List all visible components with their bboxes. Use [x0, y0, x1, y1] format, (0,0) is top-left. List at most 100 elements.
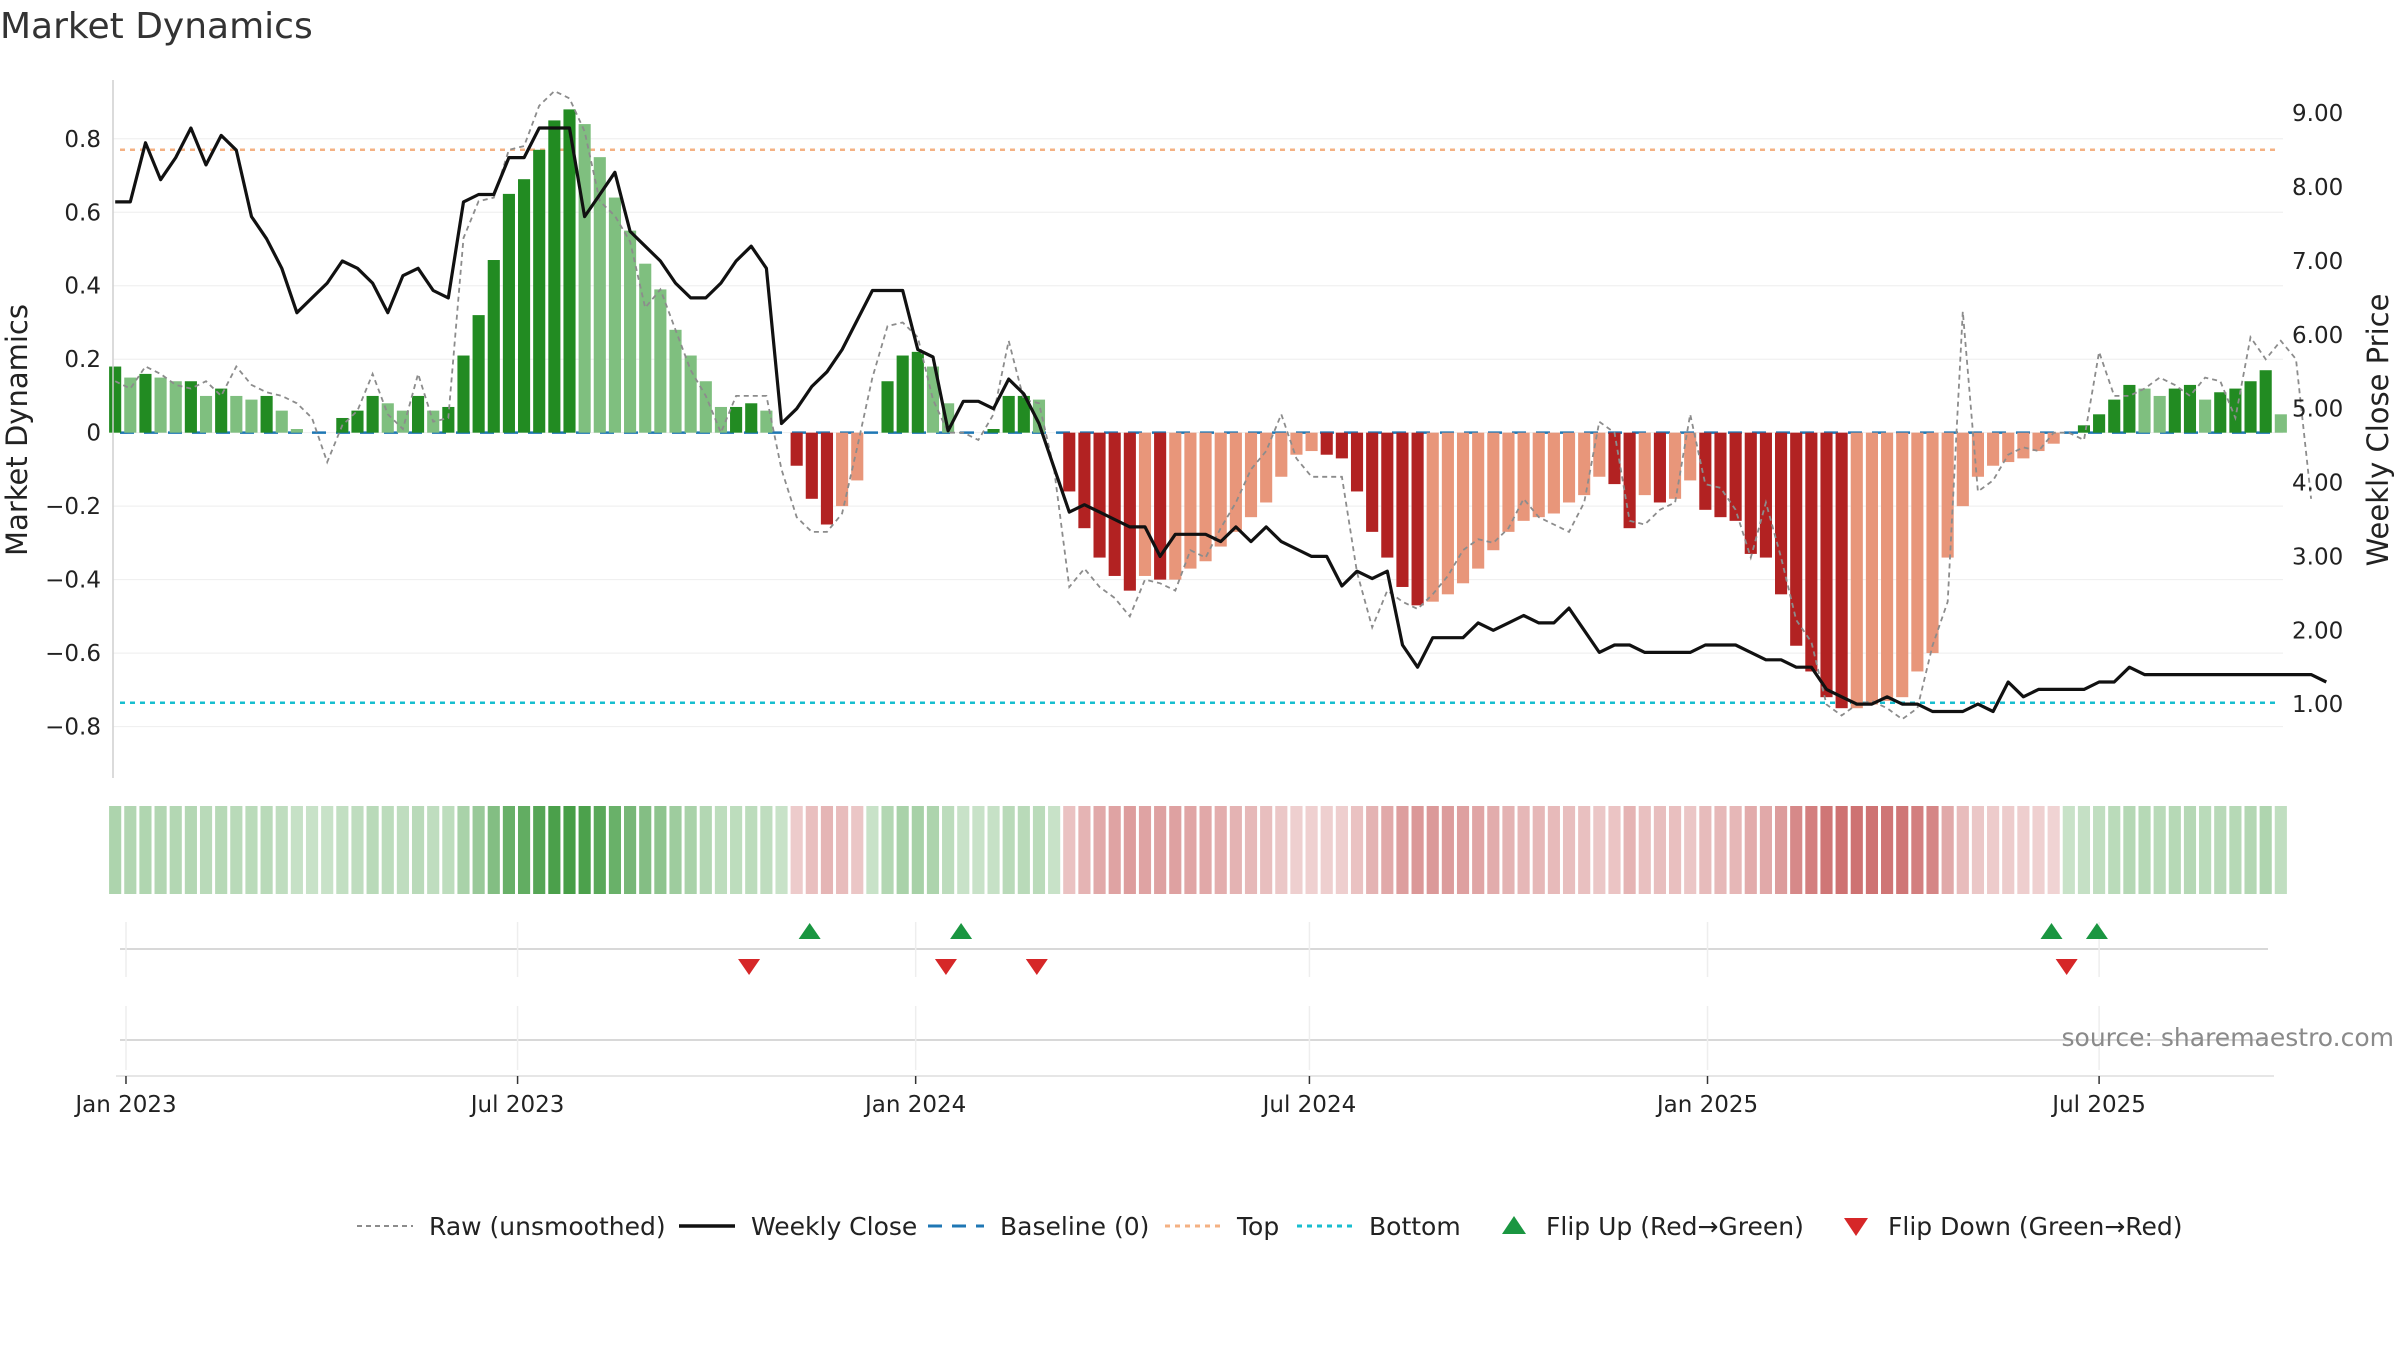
dynamics-bar — [154, 377, 167, 433]
dynamics-bar — [1138, 432, 1152, 576]
y-left-tick-label: 0 — [86, 421, 101, 447]
y-axis-left-label: Market Dynamics — [0, 304, 34, 556]
regime-cell — [624, 806, 637, 894]
regime-strip — [109, 806, 2287, 894]
dynamics-bar — [1184, 432, 1197, 569]
dynamics-bar — [699, 381, 712, 433]
regime-cell — [1608, 806, 1621, 894]
regime-cell — [699, 806, 712, 894]
regime-cell — [1774, 806, 1788, 894]
x-tick-label: Jul 2024 — [1261, 1092, 1357, 1118]
regime-cell — [1320, 806, 1333, 894]
regime-cell — [1956, 806, 1969, 894]
regime-cell — [457, 806, 470, 894]
regime-cell — [1532, 806, 1545, 894]
regime-cell — [139, 806, 152, 894]
regime-cell — [1668, 806, 1682, 894]
dynamics-bar — [1154, 432, 1167, 580]
dynamics-bar — [820, 432, 834, 525]
regime-cell — [790, 806, 803, 894]
regime-cell — [2093, 806, 2106, 894]
dynamics-bar — [1093, 432, 1106, 558]
regime-cell — [533, 806, 546, 894]
dynamics-bar — [1502, 432, 1515, 532]
regime-cell — [1623, 806, 1636, 894]
regime-cell — [199, 806, 213, 894]
regime-cell — [669, 806, 682, 894]
regime-cell — [215, 806, 228, 894]
y-right-tick-label: 3.00 — [2292, 544, 2343, 570]
regime-cell — [684, 806, 697, 894]
regime-cell — [714, 806, 728, 894]
dynamics-bar — [1835, 432, 1848, 709]
regime-cell — [230, 806, 243, 894]
dynamics-bar — [593, 157, 606, 433]
regime-cell — [154, 806, 167, 894]
regime-cell — [1169, 806, 1182, 894]
regime-cell — [1154, 806, 1167, 894]
legend-item-bottom: Bottom — [1297, 1212, 1461, 1241]
dynamics-bar — [533, 149, 546, 433]
dynamics-bar — [215, 388, 228, 433]
dynamics-bar — [1335, 432, 1348, 459]
regime-cell — [1684, 806, 1697, 894]
y-left-tick-label: 0.2 — [64, 347, 101, 373]
dynamics-bar — [1032, 399, 1046, 433]
regime-cell — [336, 806, 349, 894]
y-axis-right-label: Weekly Close Price — [2361, 294, 2395, 567]
regime-cell — [1517, 806, 1530, 894]
regime-cell — [2077, 806, 2091, 894]
dynamics-bars — [109, 109, 2287, 709]
legend-item-top: Top — [1165, 1212, 1279, 1241]
dynamics-bar — [1623, 432, 1636, 529]
regime-cell — [351, 806, 364, 894]
dynamics-bar — [911, 351, 924, 433]
dynamics-bar — [1956, 432, 1969, 507]
weekly-close-line — [115, 126, 2328, 714]
legend-item-close: Weekly Close — [679, 1212, 917, 1241]
y-right-tick-label: 9.00 — [2292, 101, 2343, 127]
dynamics-bar — [987, 429, 1000, 433]
regime-cell — [654, 806, 667, 894]
y-left-tick-label: 0.8 — [64, 127, 101, 153]
dynamics-bar — [366, 395, 379, 433]
dynamics-bar — [2274, 414, 2287, 433]
regime-cell — [169, 806, 182, 894]
dynamics-bar — [381, 403, 394, 433]
regime-cell — [1078, 806, 1091, 894]
dynamics-bar — [1941, 432, 1954, 558]
x-tick-label: Jan 2023 — [73, 1092, 176, 1118]
dynamics-bar — [230, 395, 243, 433]
dynamics-bar — [1926, 432, 1939, 654]
dynamics-bar — [1078, 432, 1091, 529]
dynamics-bar — [1275, 432, 1288, 477]
regime-cell — [926, 806, 940, 894]
regime-cell — [1350, 806, 1364, 894]
regime-cell — [1305, 806, 1318, 894]
dynamics-bar — [169, 381, 182, 433]
regime-cell — [517, 806, 531, 894]
regime-cell — [1002, 806, 1015, 894]
regime-cell — [502, 806, 515, 894]
regime-cell — [1562, 806, 1576, 894]
y-right-tick-label: 6.00 — [2292, 323, 2343, 349]
dynamics-bar — [639, 263, 652, 433]
dynamics-bar — [1017, 395, 1030, 433]
regime-cell — [1578, 806, 1591, 894]
regime-cell — [2047, 806, 2060, 894]
regime-cell — [1987, 806, 2000, 894]
regime-cell — [1472, 806, 1485, 894]
y-right-tick-label: 5.00 — [2292, 397, 2343, 423]
empty-panel — [116, 1006, 2274, 1077]
dynamics-bar — [1063, 432, 1076, 492]
regime-cell — [1896, 806, 1909, 894]
flip-down-marker — [1025, 959, 1048, 975]
dynamics-bar — [1971, 432, 1985, 477]
legend: Raw (unsmoothed) Weekly Close Baseline (0)… — [357, 1212, 2183, 1241]
source-credit: source: sharemaestro.com — [2062, 1023, 2395, 1052]
flip-up-marker — [950, 923, 973, 939]
regime-cell — [2062, 806, 2075, 894]
dynamics-bar — [275, 410, 288, 433]
dynamics-bar — [1881, 432, 1894, 701]
regime-cell — [1411, 806, 1424, 894]
